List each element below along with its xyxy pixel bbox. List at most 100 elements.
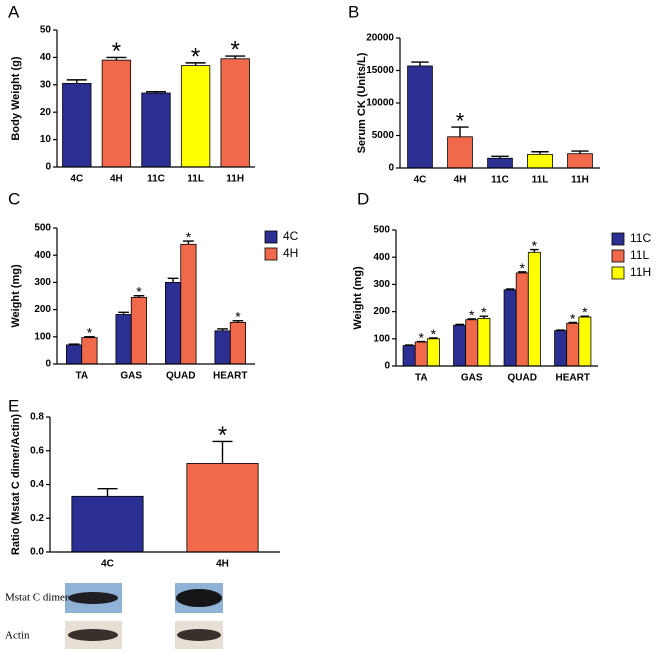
bar bbox=[214, 330, 231, 365]
blot-band bbox=[176, 589, 222, 607]
y-tick-label: 500 bbox=[34, 223, 51, 234]
x-tick-label: 4C bbox=[70, 174, 83, 185]
y-tick-label: 15000 bbox=[366, 65, 394, 76]
bar bbox=[447, 136, 473, 169]
legend-swatch bbox=[611, 232, 625, 246]
y-tick-label: 500 bbox=[373, 225, 390, 236]
panel-label: E bbox=[8, 396, 19, 415]
panel-label: C bbox=[8, 189, 20, 208]
blot-label: Actin bbox=[5, 630, 30, 642]
y-axis-label: Body Weight (g) bbox=[10, 56, 22, 140]
bar bbox=[527, 251, 541, 367]
x-tick-label: 4C bbox=[101, 559, 114, 570]
y-tick-label: 20 bbox=[40, 107, 52, 118]
x-tick-label: 4H bbox=[454, 175, 467, 186]
significance-marker: * bbox=[235, 309, 241, 325]
x-tick-label: QUAD bbox=[166, 371, 195, 382]
significance-marker: * bbox=[520, 260, 526, 276]
legend-label: 4C bbox=[283, 229, 299, 243]
x-tick-label: 11C bbox=[491, 175, 509, 186]
y-tick-label: 20000 bbox=[366, 33, 394, 44]
significance-marker: * bbox=[532, 237, 538, 253]
significance-marker: * bbox=[231, 37, 240, 64]
x-tick-label: QUAD bbox=[508, 373, 537, 384]
legend-swatch bbox=[611, 249, 625, 263]
bar bbox=[130, 296, 147, 365]
y-axis-label: Serum CK (Units/L) bbox=[356, 52, 368, 153]
y-tick-label: 10000 bbox=[366, 98, 394, 109]
y-tick-label: 40 bbox=[40, 52, 52, 63]
blot-band bbox=[68, 592, 118, 604]
bar bbox=[180, 65, 211, 168]
bar bbox=[186, 463, 259, 553]
bar bbox=[554, 330, 568, 367]
legend-swatch bbox=[264, 247, 278, 261]
y-tick-label: 300 bbox=[373, 279, 390, 290]
panel-label: B bbox=[348, 2, 359, 21]
bar bbox=[180, 243, 197, 365]
legend-swatch bbox=[264, 230, 278, 244]
bar bbox=[62, 83, 92, 168]
bar bbox=[465, 319, 479, 367]
bar bbox=[515, 272, 529, 367]
y-tick-label: 30 bbox=[40, 79, 52, 90]
significance-marker: * bbox=[582, 304, 588, 320]
significance-marker: * bbox=[218, 422, 227, 449]
y-axis-label: Weight (mg) bbox=[352, 266, 364, 330]
y-tick-label: 0.2 bbox=[30, 513, 44, 524]
x-tick-label: HEART bbox=[213, 371, 247, 382]
bar bbox=[477, 317, 491, 367]
bar bbox=[81, 337, 98, 365]
blot-label: Mstat C dimer bbox=[5, 592, 69, 604]
bar bbox=[141, 92, 171, 168]
legend-label: 4H bbox=[283, 246, 298, 260]
y-tick-label: 5000 bbox=[372, 130, 395, 141]
panel-label: A bbox=[8, 2, 20, 21]
y-tick-label: 0 bbox=[45, 162, 51, 173]
blot-images bbox=[65, 583, 223, 649]
bar bbox=[566, 322, 580, 367]
bar bbox=[503, 289, 517, 367]
x-tick-label: 4H bbox=[216, 559, 229, 570]
blot-band bbox=[177, 629, 221, 641]
y-tick-label: 0.6 bbox=[30, 445, 44, 456]
bar bbox=[165, 281, 182, 365]
x-tick-label: GAS bbox=[120, 371, 142, 382]
significance-marker: * bbox=[136, 284, 142, 300]
significance-marker: * bbox=[481, 304, 487, 320]
significance-marker: * bbox=[112, 38, 121, 65]
y-tick-label: 0 bbox=[384, 361, 390, 372]
y-tick-label: 400 bbox=[34, 250, 51, 261]
y-tick-label: 100 bbox=[34, 331, 51, 342]
x-tick-label: 4C bbox=[414, 175, 427, 186]
significance-marker: * bbox=[570, 310, 576, 326]
y-tick-label: 200 bbox=[373, 306, 390, 317]
y-tick-label: 0.8 bbox=[30, 412, 44, 423]
bar bbox=[567, 153, 593, 169]
legend-label: 11H bbox=[630, 265, 651, 279]
bar bbox=[66, 344, 83, 365]
y-tick-label: 0.4 bbox=[30, 479, 44, 490]
blot-band bbox=[68, 629, 118, 641]
significance-marker: * bbox=[469, 307, 475, 323]
y-tick-label: 400 bbox=[373, 252, 390, 263]
x-tick-label: 11L bbox=[532, 175, 549, 186]
bar bbox=[414, 341, 428, 367]
bar bbox=[402, 345, 416, 367]
significance-marker: * bbox=[419, 329, 425, 345]
legend-label: 11C bbox=[630, 231, 651, 245]
y-tick-label: 300 bbox=[34, 277, 51, 288]
significance-marker: * bbox=[87, 325, 93, 341]
bar bbox=[527, 153, 553, 169]
x-tick-label: TA bbox=[415, 373, 428, 384]
bar bbox=[578, 316, 592, 367]
x-tick-label: 11C bbox=[147, 174, 165, 185]
significance-marker: * bbox=[431, 326, 437, 342]
significance-marker: * bbox=[456, 108, 465, 133]
x-tick-label: TA bbox=[75, 371, 88, 382]
significance-marker: * bbox=[191, 43, 200, 70]
y-axis-label: Ratio (Mstat C dimer/Actin) bbox=[10, 414, 22, 556]
x-tick-label: HEART bbox=[556, 373, 590, 384]
bar bbox=[407, 65, 433, 169]
x-tick-label: GAS bbox=[461, 373, 483, 384]
